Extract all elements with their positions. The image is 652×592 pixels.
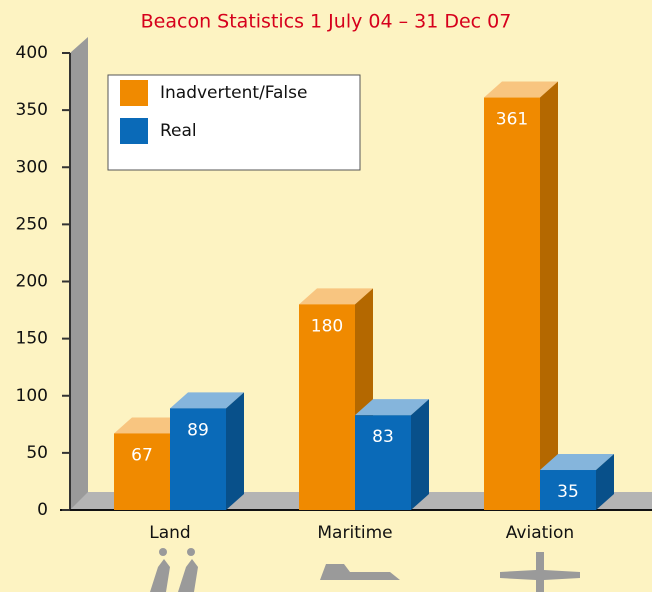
plane-icon xyxy=(500,552,580,592)
bar xyxy=(299,304,355,510)
bar-top xyxy=(114,417,188,434)
y-tick-label: 200 xyxy=(16,272,48,292)
bar xyxy=(355,415,411,510)
legend-swatch xyxy=(120,118,148,144)
hikers-icon xyxy=(150,559,198,592)
data-label: 67 xyxy=(131,445,153,465)
x-tick-label: Aviation xyxy=(506,523,574,543)
bar-top xyxy=(299,288,373,305)
y-tick-label: 350 xyxy=(16,100,48,120)
data-label: 35 xyxy=(557,482,579,502)
bar-side xyxy=(226,392,244,510)
data-label: 180 xyxy=(311,316,343,336)
bar xyxy=(484,97,540,511)
bar xyxy=(170,408,226,510)
y-tick-label: 50 xyxy=(26,443,48,463)
bar xyxy=(114,433,170,510)
bar-side xyxy=(596,454,614,510)
y-tick-label: 0 xyxy=(37,500,48,520)
data-label: 83 xyxy=(372,427,394,447)
legend-swatch xyxy=(120,80,148,106)
chart-title: Beacon Statistics 1 July 04 – 31 Dec 07 xyxy=(141,11,512,33)
bar-side xyxy=(411,399,429,510)
y-tick-label: 250 xyxy=(16,214,48,234)
legend xyxy=(107,74,361,171)
boat-icon xyxy=(320,564,400,580)
y-tick-label: 400 xyxy=(16,43,48,63)
bar xyxy=(540,470,596,510)
bar-top xyxy=(540,454,614,471)
y-tick-label: 100 xyxy=(16,386,48,406)
bar-top xyxy=(355,399,429,416)
x-tick-label: Maritime xyxy=(317,523,392,543)
data-label: 89 xyxy=(187,420,209,440)
legend-box xyxy=(107,74,361,171)
y-tick-label: 300 xyxy=(16,157,48,177)
bar-top xyxy=(484,81,558,98)
x-tick-label: Land xyxy=(149,523,190,543)
bar-side xyxy=(540,81,558,511)
y-tick-label: 150 xyxy=(16,329,48,349)
legend-label: Real xyxy=(160,121,197,141)
data-label: 361 xyxy=(496,110,528,130)
bar-top xyxy=(170,392,244,409)
hiker-head xyxy=(159,548,167,556)
icons xyxy=(150,548,580,592)
hiker-head xyxy=(187,548,195,556)
back-wall xyxy=(70,37,88,510)
legend-label: Inadvertent/False xyxy=(160,83,307,103)
